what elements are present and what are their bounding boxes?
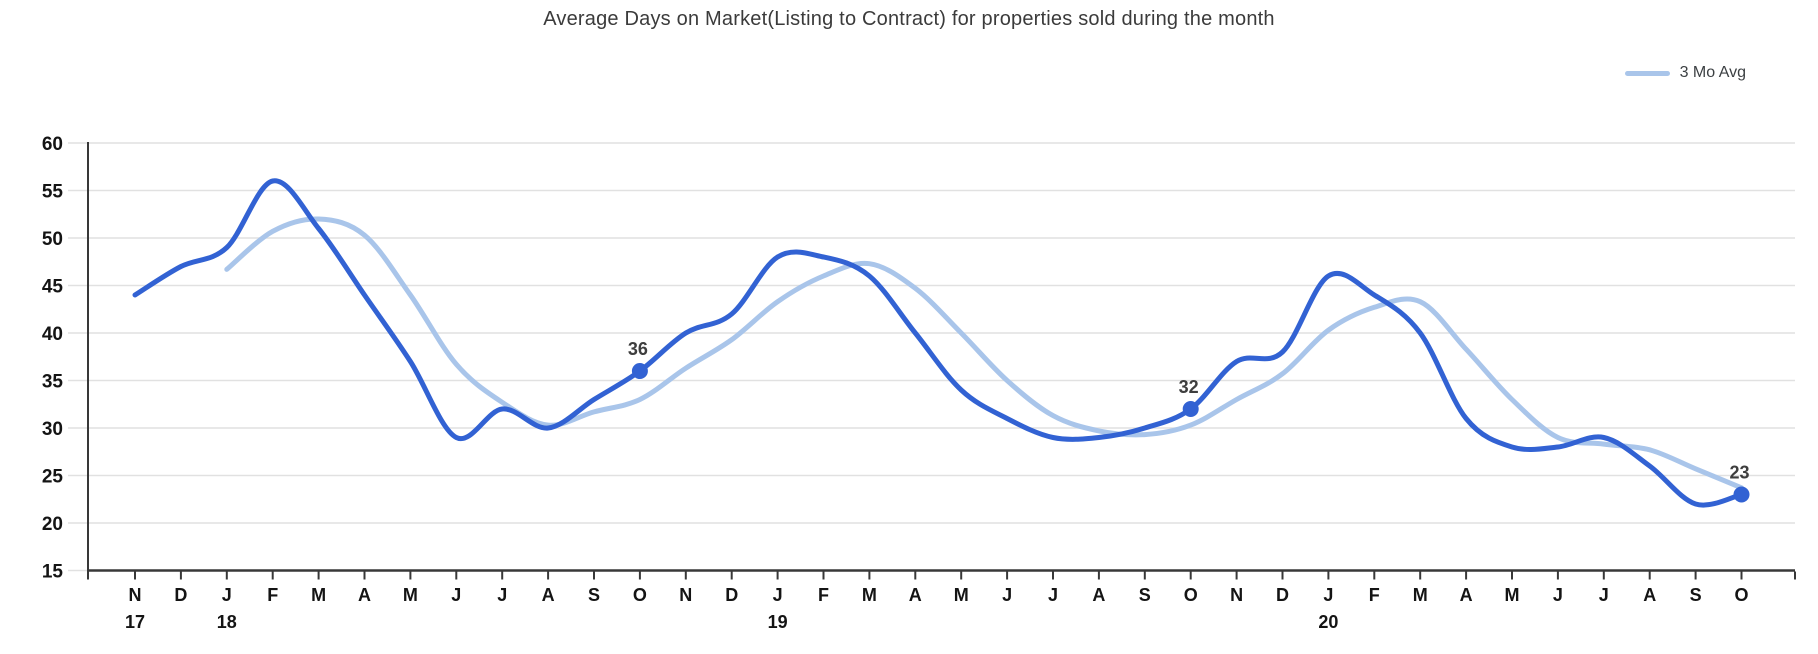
x-axis-month-label: A	[1092, 585, 1105, 605]
x-axis-month-label: D	[174, 585, 187, 605]
data-point[interactable]	[1182, 401, 1199, 417]
x-axis-month-label: J	[1553, 585, 1563, 605]
data-point[interactable]	[1733, 486, 1750, 503]
legend-line-swatch	[1624, 70, 1670, 76]
x-axis-month-label: N	[129, 585, 142, 605]
x-axis-month-label: J	[222, 585, 232, 605]
x-axis-year-label: 18	[217, 612, 237, 632]
y-axis-label: 50	[42, 229, 63, 250]
x-axis-month-label: A	[909, 585, 922, 605]
y-axis-label: 20	[42, 514, 63, 535]
x-axis-month-label: J	[1323, 585, 1333, 605]
y-axis-label: 35	[42, 372, 64, 393]
x-axis-year-label: 17	[125, 612, 145, 632]
x-axis-year-label: 19	[768, 612, 788, 632]
point-value-label: 36	[628, 339, 648, 359]
legend: 3 Mo Avg	[1624, 64, 1746, 82]
x-axis-month-label: N	[1230, 585, 1243, 605]
data-point[interactable]	[631, 363, 648, 379]
x-axis-month-label: J	[497, 585, 507, 605]
x-axis-month-label: D	[725, 585, 738, 605]
monthly-series-line[interactable]	[132, 178, 1744, 508]
y-axis-label: 60	[42, 134, 63, 155]
three-month-avg-line[interactable]	[224, 216, 1744, 491]
x-axis-month-label: M	[403, 585, 418, 605]
point-value-label: 32	[1179, 377, 1199, 397]
x-axis-month-label: J	[773, 585, 783, 605]
chart-title: Average Days on Market(Listing to Contra…	[543, 8, 1275, 30]
x-axis-month-label: O	[1734, 585, 1748, 605]
x-axis-month-label: M	[954, 585, 969, 605]
x-axis-month-label: O	[633, 585, 647, 605]
x-axis-month-label: N	[679, 585, 692, 605]
x-axis-month-label: M	[1413, 585, 1428, 605]
x-axis-month-label: S	[1139, 585, 1151, 605]
x-axis-month-label: D	[1276, 585, 1289, 605]
legend-label-3mo-avg: 3 Mo Avg	[1679, 64, 1746, 81]
x-axis-year-label: 20	[1318, 612, 1338, 632]
x-axis-month-label: S	[1690, 585, 1702, 605]
y-axis-label: 55	[42, 182, 64, 203]
x-axis-month-label: M	[862, 585, 877, 605]
x-axis-month-label: O	[1184, 585, 1198, 605]
x-axis-month-label: M	[1505, 585, 1520, 605]
x-axis-month-label: A	[1460, 585, 1473, 605]
x-axis-month-label: J	[451, 585, 461, 605]
x-axis-month-label: J	[1048, 585, 1058, 605]
x-axis-month-label: A	[1643, 585, 1656, 605]
y-axis-label: 45	[42, 277, 64, 298]
x-axis-month-label: J	[1002, 585, 1012, 605]
y-axis-label: 40	[42, 324, 63, 345]
y-axis-label: 30	[42, 419, 63, 440]
x-axis-month-label: F	[818, 585, 829, 605]
x-axis-month-label: J	[1599, 585, 1609, 605]
y-axis-label: 15	[42, 562, 64, 583]
y-axis-label: 25	[42, 467, 64, 488]
x-axis-month-label: F	[267, 585, 278, 605]
x-axis-month-label: M	[311, 585, 326, 605]
x-axis-month-label: A	[358, 585, 371, 605]
x-axis-month-label: F	[1369, 585, 1380, 605]
point-value-label: 23	[1729, 463, 1749, 483]
x-axis-month-label: S	[588, 585, 600, 605]
x-axis-month-label: A	[542, 585, 555, 605]
